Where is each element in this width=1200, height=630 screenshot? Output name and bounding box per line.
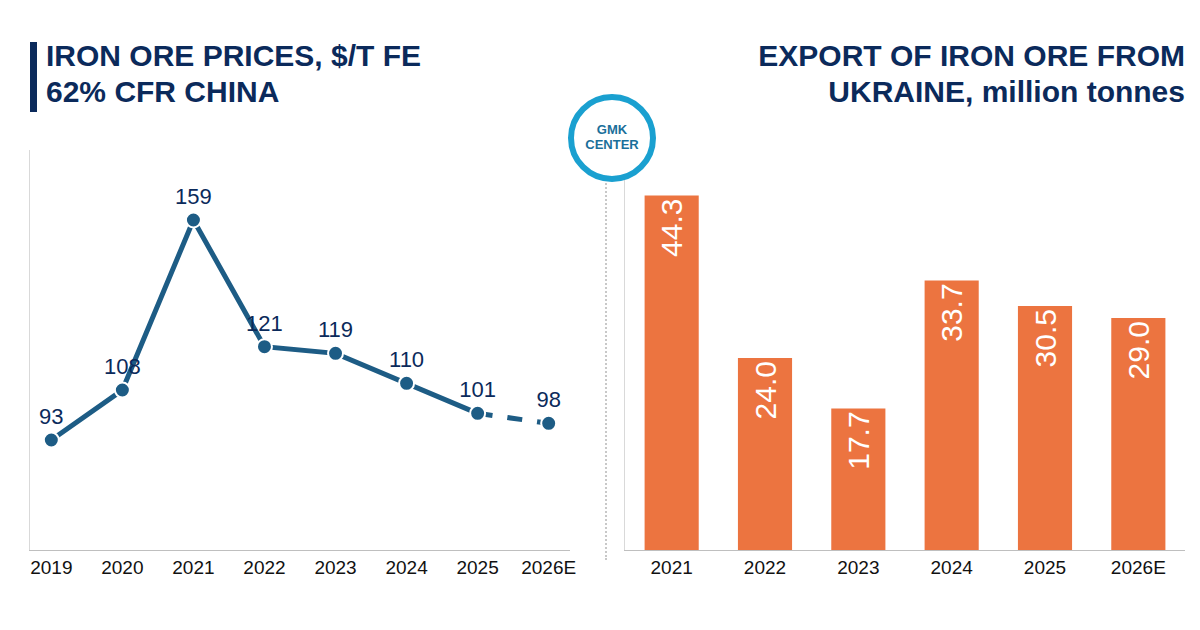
- svg-text:2024: 2024: [385, 557, 428, 578]
- html-text:IRON ORE PRICES, $/T FE 62% CF: IRON ORE PRICES, $/T FE 62% CFR CHINA: [46, 39, 422, 108]
- svg-text:108: 108: [104, 354, 141, 379]
- svg-text:2023: 2023: [314, 557, 356, 578]
- svg-text:110: 110: [389, 347, 424, 372]
- svg-text:33.7: 33.7: [935, 283, 968, 341]
- svg-text:2021: 2021: [172, 557, 214, 578]
- svg-text:2024: 2024: [931, 557, 974, 578]
- svg-text:29.0: 29.0: [1122, 321, 1155, 379]
- svg-text:121: 121: [246, 311, 283, 336]
- svg-text:30.5: 30.5: [1029, 309, 1062, 367]
- svg-text:2020: 2020: [101, 557, 143, 578]
- svg-text:44.3: 44.3: [655, 199, 688, 257]
- html-text:GMK CENTER: GMK CENTER: [585, 122, 639, 152]
- svg-text:2026E: 2026E: [1111, 557, 1166, 578]
- svg-text:24.0: 24.0: [749, 361, 782, 419]
- svg-text:2021: 2021: [651, 557, 693, 578]
- svg-text:2022: 2022: [744, 557, 786, 578]
- svg-text:2022: 2022: [243, 557, 285, 578]
- svg-text:119: 119: [318, 317, 353, 342]
- svg-text:2019: 2019: [30, 557, 72, 578]
- svg-text:93: 93: [39, 404, 63, 429]
- html-text:EXPORT OF IRON ORE FROM UKRAIN: EXPORT OF IRON ORE FROM UKRAINE, million…: [758, 39, 1185, 108]
- svg-text:101: 101: [459, 377, 496, 402]
- svg-text:2023: 2023: [837, 557, 879, 578]
- svg-text:2025: 2025: [1024, 557, 1066, 578]
- svg-text:2025: 2025: [456, 557, 498, 578]
- svg-text:98: 98: [536, 387, 560, 412]
- svg-text:2026E: 2026E: [521, 557, 576, 578]
- svg-text:17.7: 17.7: [842, 411, 875, 469]
- svg-text:159: 159: [175, 184, 212, 209]
